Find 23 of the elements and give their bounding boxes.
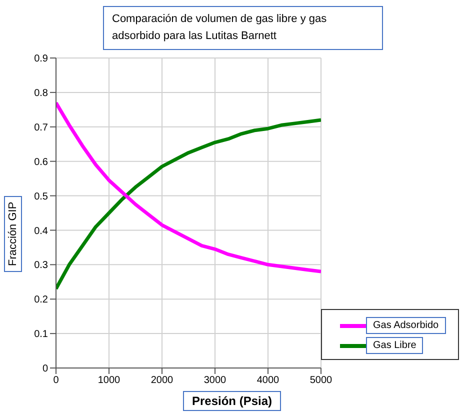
y-tick-label: 0.3 — [34, 260, 48, 272]
x-axis-title: Presión (Psia) — [183, 391, 282, 411]
y-tick-label: 0.1 — [34, 329, 48, 340]
chart-title: Comparación de volumen de gas libre y gas adsorbido para las Lutitas Barnett — [103, 6, 383, 50]
y-tick-label: 0.9 — [34, 54, 48, 65]
y-axis-title: Fracción GIP — [4, 196, 22, 272]
y-tick-label: 0.4 — [34, 226, 48, 237]
line-series — [56, 101, 321, 274]
legend-label: Gas Libre — [366, 337, 424, 354]
y-tick-label: 0.6 — [34, 156, 48, 168]
x-tick-label: 4000 — [256, 375, 280, 386]
x-tick-label: 2000 — [150, 375, 174, 386]
y-tick-label: 0.2 — [34, 294, 48, 306]
y-tick-label: 0.8 — [34, 88, 48, 99]
x-tick-label: 3000 — [204, 375, 227, 386]
line-series — [56, 118, 321, 291]
y-tick-label: 0.5 — [34, 191, 48, 202]
x-tick-label: 5000 — [310, 375, 333, 386]
x-tick-label: 1000 — [98, 375, 121, 386]
y-tick-label: 0 — [42, 364, 48, 375]
x-tick-label: 0 — [53, 375, 60, 386]
y-tick-label: 0.7 — [34, 122, 48, 134]
legend-label: Gas Adsorbido — [366, 317, 446, 334]
